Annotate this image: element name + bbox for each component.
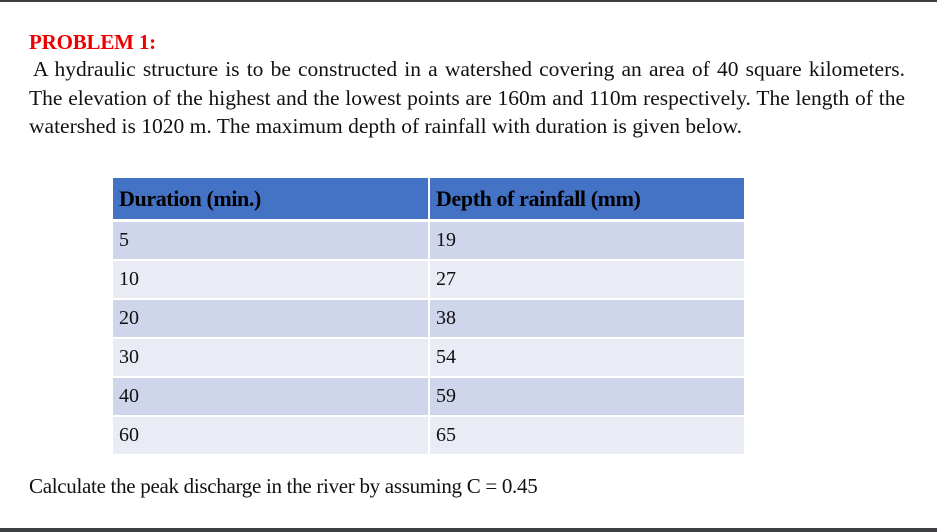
cell-duration: 20: [113, 299, 430, 339]
rainfall-table: Duration (min.) Depth of rainfall (mm) 5…: [113, 178, 744, 456]
cell-depth: 19: [429, 220, 744, 261]
problem-statement-text: A hydraulic structure is to be construct…: [29, 57, 905, 138]
cell-duration: 30: [113, 338, 430, 378]
table-row: 60 65: [113, 416, 744, 456]
table-header-row: Duration (min.) Depth of rainfall (mm): [113, 178, 744, 222]
cell-depth: 59: [429, 377, 744, 417]
cell-duration: 5: [113, 220, 430, 261]
table-row: 40 59: [113, 377, 744, 417]
table-row: 5 19: [113, 220, 744, 261]
cell-depth: 54: [429, 338, 744, 378]
header-duration: Duration (min.): [113, 178, 430, 222]
cell-depth: 27: [429, 260, 744, 300]
cell-duration: 40: [113, 377, 430, 417]
top-border: [0, 0, 937, 2]
cell-depth: 65: [429, 416, 744, 456]
table-row: 30 54: [113, 338, 744, 378]
question-text: Calculate the peak discharge in the rive…: [29, 474, 538, 498]
table-row: 20 38: [113, 299, 744, 339]
table-row: 10 27: [113, 260, 744, 300]
problem-statement: A hydraulic structure is to be construct…: [29, 55, 905, 141]
cell-duration: 60: [113, 416, 430, 456]
cell-duration: 10: [113, 260, 430, 300]
cell-depth: 38: [429, 299, 744, 339]
header-depth: Depth of rainfall (mm): [429, 178, 744, 222]
problem-title: PROBLEM 1:: [29, 30, 156, 54]
bottom-border: [0, 528, 937, 532]
